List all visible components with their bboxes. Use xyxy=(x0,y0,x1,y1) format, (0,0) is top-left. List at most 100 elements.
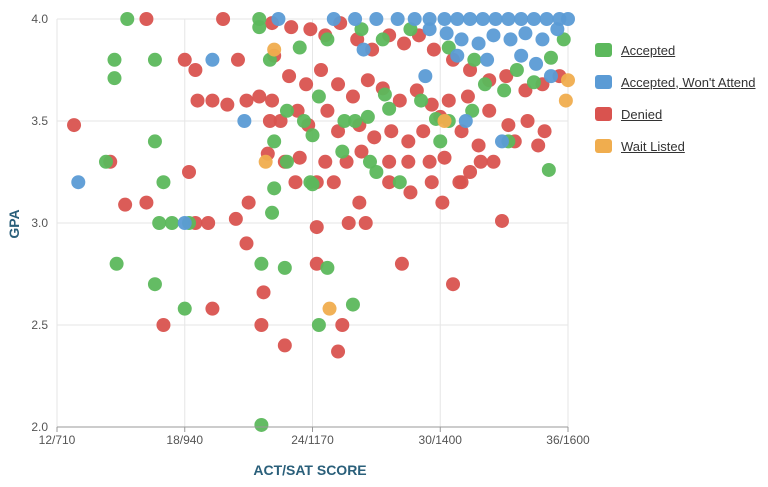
point-accepted-won-t-attend xyxy=(454,32,469,47)
point-wait-listed xyxy=(561,73,575,88)
point-accepted xyxy=(543,50,558,65)
point-denied xyxy=(205,93,220,108)
point-accepted xyxy=(147,277,162,292)
point-accepted-won-t-attend xyxy=(237,114,252,128)
point-accepted-won-t-attend xyxy=(471,36,486,51)
point-accepted xyxy=(254,417,269,432)
point-denied xyxy=(435,195,450,210)
point-denied xyxy=(190,93,205,108)
point-denied xyxy=(401,134,416,149)
point-denied xyxy=(290,103,305,118)
point-denied xyxy=(531,138,546,153)
point-denied xyxy=(230,52,245,67)
point-denied xyxy=(331,77,346,92)
point-accepted-won-t-attend xyxy=(529,56,544,71)
point-denied xyxy=(441,93,456,108)
x-tick-label: 30/1400 xyxy=(419,433,463,447)
point-denied xyxy=(367,130,382,145)
point-accepted xyxy=(267,134,282,149)
point-accepted xyxy=(120,12,135,26)
point-accepted xyxy=(311,89,326,104)
legend-label: Wait Listed xyxy=(621,138,685,154)
point-denied xyxy=(499,69,514,84)
point-accepted-won-t-attend xyxy=(475,12,490,26)
point-accepted xyxy=(107,71,122,86)
legend-item-wait-listed[interactable]: Wait Listed xyxy=(595,130,756,162)
point-denied xyxy=(284,20,299,35)
point-accepted-won-t-attend xyxy=(494,134,509,149)
point-accepted-won-t-attend xyxy=(535,32,550,47)
point-denied xyxy=(277,338,292,353)
point-denied xyxy=(139,12,154,26)
y-axis-ticks: 2.0 2.5 3.0 3.5 4.0 xyxy=(31,12,48,434)
point-wait-listed xyxy=(322,301,337,316)
point-accepted-won-t-attend xyxy=(539,12,554,26)
point-denied xyxy=(463,165,478,179)
point-accepted-won-t-attend xyxy=(543,69,558,84)
point-accepted-won-t-attend xyxy=(450,48,465,63)
point-accepted xyxy=(526,75,541,90)
point-accepted xyxy=(375,32,390,47)
point-denied xyxy=(471,138,486,153)
point-denied xyxy=(358,216,373,230)
point-accepted xyxy=(292,40,307,55)
point-denied xyxy=(303,22,318,37)
point-accepted-won-t-attend xyxy=(526,12,541,26)
point-accepted-won-t-attend xyxy=(422,12,437,26)
point-accepted-won-t-attend xyxy=(71,175,86,190)
point-denied xyxy=(446,277,461,292)
point-denied xyxy=(537,124,552,139)
point-denied xyxy=(331,124,346,139)
point-denied xyxy=(205,301,220,316)
point-denied xyxy=(118,197,133,212)
point-accepted xyxy=(305,128,320,143)
legend-swatch xyxy=(595,75,612,89)
point-denied xyxy=(384,124,399,139)
point-accepted xyxy=(509,63,524,77)
y-tick-label: 4.0 xyxy=(31,12,48,26)
x-tick-label: 12/710 xyxy=(39,433,76,447)
legend-label: Accepted xyxy=(621,42,676,58)
x-tick-label: 18/940 xyxy=(166,433,203,447)
point-denied xyxy=(416,124,431,139)
point-accepted xyxy=(311,318,326,332)
point-accepted xyxy=(109,256,124,271)
point-accepted-won-t-attend xyxy=(271,12,286,26)
point-denied xyxy=(182,165,197,179)
point-denied xyxy=(501,118,516,133)
point-accepted-won-t-attend xyxy=(348,12,363,26)
point-denied xyxy=(460,89,475,104)
point-denied xyxy=(156,318,171,332)
point-accepted xyxy=(382,101,397,116)
point-accepted-won-t-attend xyxy=(407,12,422,26)
y-tick-label: 3.5 xyxy=(31,114,48,128)
point-denied xyxy=(288,175,303,190)
point-denied xyxy=(309,220,324,235)
legend-item-accepted-won-t-attend[interactable]: Accepted, Won't Attend xyxy=(595,66,756,98)
y-axis-title: GPA xyxy=(6,209,22,238)
point-denied xyxy=(394,256,409,271)
point-denied xyxy=(452,175,467,190)
point-accepted-won-t-attend xyxy=(486,28,501,43)
point-denied xyxy=(262,114,277,128)
point-accepted xyxy=(267,181,282,196)
x-tick-label: 24/1170 xyxy=(291,433,334,447)
point-accepted xyxy=(252,20,267,35)
x-axis-ticks: 12/710 18/940 24/1170 30/1400 36/1600 xyxy=(39,426,590,447)
point-accepted xyxy=(377,87,392,102)
point-accepted-won-t-attend xyxy=(561,12,575,26)
point-denied xyxy=(473,154,488,169)
point-denied xyxy=(437,150,452,165)
point-denied xyxy=(331,344,346,359)
point-accepted xyxy=(360,109,375,124)
point-accepted-won-t-attend xyxy=(326,12,341,26)
point-denied xyxy=(67,118,82,133)
point-accepted xyxy=(477,77,492,92)
point-accepted-won-t-attend xyxy=(369,12,384,26)
point-accepted-won-t-attend xyxy=(177,216,192,230)
point-accepted xyxy=(497,83,512,98)
legend-item-denied[interactable]: Denied xyxy=(595,98,756,130)
legend-item-accepted[interactable]: Accepted xyxy=(595,34,756,66)
point-denied xyxy=(139,195,154,210)
point-accepted-won-t-attend xyxy=(439,26,454,41)
